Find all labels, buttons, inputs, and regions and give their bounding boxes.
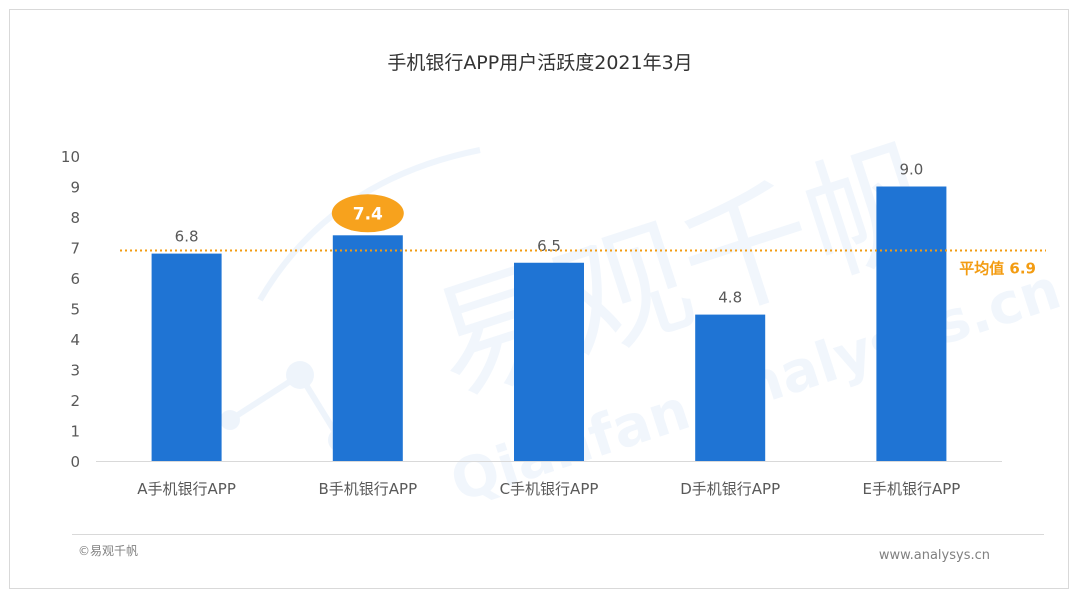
x-tick-label: B手机银行APP — [318, 480, 417, 498]
bar — [332, 235, 403, 461]
y-tick-label: 9 — [70, 179, 80, 197]
data-labels: 6.8 7.4 6.5 4.8 9.0 — [175, 161, 924, 307]
y-tick-label: 10 — [61, 148, 80, 166]
x-tick-label: E手机银行APP — [862, 480, 960, 498]
y-tick-label: 3 — [70, 362, 80, 380]
y-tick-label: 6 — [70, 270, 80, 288]
bar-value-label: 6.8 — [175, 228, 199, 246]
footer-divider — [72, 534, 1044, 535]
y-tick-label: 0 — [70, 453, 80, 471]
copyright-text: ©易观千帆 — [78, 544, 139, 558]
bar-value-label: 7.4 — [353, 204, 383, 224]
y-tick-label: 8 — [70, 209, 80, 227]
x-tick-label: C手机银行APP — [500, 480, 599, 498]
bar-value-label: 4.8 — [718, 289, 742, 307]
highlight-badge — [331, 194, 404, 233]
y-axis-ticks: 0 1 2 3 4 5 6 7 8 9 10 — [61, 148, 80, 471]
x-tick-label: A手机银行APP — [137, 480, 236, 498]
bar — [695, 314, 766, 461]
chart-title: 手机银行APP用户活跃度2021年3月 — [387, 52, 693, 74]
y-tick-label: 7 — [70, 240, 80, 258]
bar — [151, 253, 222, 461]
bar — [514, 262, 584, 461]
x-tick-label: D手机银行APP — [680, 480, 780, 498]
bar-value-label: 6.5 — [537, 237, 561, 255]
y-tick-label: 2 — [70, 392, 80, 410]
y-tick-label: 5 — [70, 301, 80, 319]
y-tick-label: 4 — [70, 331, 80, 349]
bar-value-label: 9.0 — [899, 161, 923, 179]
average-label: 平均值 6.9 — [959, 260, 1036, 278]
average-line-group: 平均值 6.9 — [120, 249, 1046, 278]
y-tick-label: 1 — [70, 423, 80, 441]
bars — [151, 186, 947, 461]
site-url: www.analysys.cn — [878, 548, 990, 563]
bar — [876, 186, 947, 461]
x-axis-ticks: A手机银行APP B手机银行APP C手机银行APP D手机银行APP E手机银行APP — [137, 480, 960, 498]
